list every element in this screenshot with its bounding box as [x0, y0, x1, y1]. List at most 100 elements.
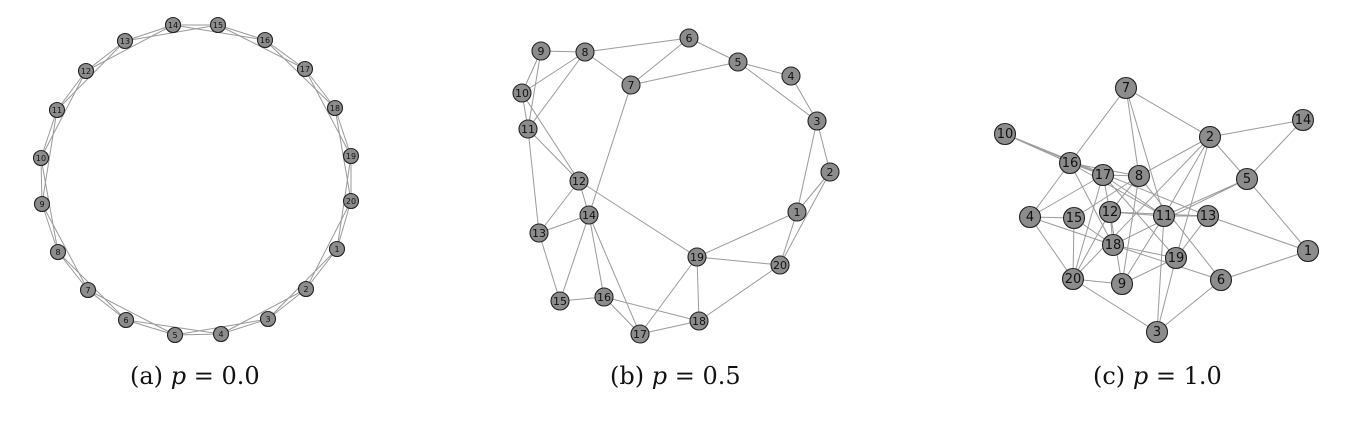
node-circle — [1110, 272, 1134, 296]
node-label: 6 — [123, 316, 128, 325]
caption-c: (c) p = 1.0 — [1093, 362, 1222, 390]
node-label: 12 — [572, 175, 586, 188]
node-label: 7 — [1122, 81, 1130, 96]
node-circle — [1291, 108, 1315, 132]
edge-a-16-17 — [264, 39, 306, 70]
node-circle — [1061, 267, 1085, 291]
edge-c-14-2 — [1209, 119, 1304, 138]
edge-c-17-4 — [1029, 174, 1104, 218]
caption-c-tag: (c) — [1093, 362, 1126, 390]
node-circle — [116, 32, 134, 50]
edge-a-4-6 — [125, 319, 222, 335]
node-b-7: 7 — [621, 75, 641, 95]
node-label: 14 — [168, 21, 178, 30]
edge-b-16-14 — [588, 214, 605, 298]
node-label: 2 — [827, 166, 834, 179]
node-label: 5 — [172, 331, 177, 340]
node-label: 13 — [532, 227, 546, 240]
node-a-6: 6 — [117, 311, 135, 329]
node-circle — [296, 60, 314, 78]
node-circle — [820, 162, 840, 182]
edge-c-20-3 — [1072, 278, 1158, 333]
edge-a-3-4 — [220, 318, 269, 335]
node-label: 17 — [1095, 168, 1112, 183]
node-circle — [575, 42, 595, 62]
node-b-11: 11 — [518, 119, 538, 139]
node-circle — [117, 311, 135, 329]
node-label: 14 — [582, 209, 596, 222]
edge-c-16-11 — [1069, 162, 1165, 217]
node-c-1: 1 — [1296, 239, 1320, 263]
node-a-7: 7 — [79, 281, 97, 299]
node-label: 20 — [773, 259, 787, 272]
caption-c-var: p — [1132, 362, 1149, 390]
node-circle — [209, 16, 227, 34]
edge-b-11-12 — [527, 128, 580, 182]
node-b-8: 8 — [575, 42, 595, 62]
node-c-16: 16 — [1058, 151, 1082, 175]
edge-c-7-8 — [1125, 87, 1140, 177]
node-c-15: 15 — [1062, 206, 1086, 230]
node-circle — [259, 310, 277, 328]
node-c-11: 11 — [1152, 204, 1176, 228]
node-circle — [1235, 167, 1259, 191]
edge-a-18-19 — [334, 107, 352, 157]
node-a-10: 10 — [32, 149, 50, 167]
node-label: 17 — [633, 328, 647, 341]
node-b-18: 18 — [689, 311, 709, 331]
edge-c-1-6 — [1220, 250, 1309, 281]
edge-c-4-20 — [1029, 216, 1074, 280]
node-label: 4 — [1026, 210, 1034, 225]
node-c-4: 4 — [1018, 205, 1042, 229]
node-circle — [1114, 76, 1138, 100]
node-label: 8 — [1135, 169, 1143, 184]
node-circle — [212, 325, 230, 343]
edge-b-19-17 — [639, 256, 698, 335]
node-c-19: 19 — [1164, 246, 1188, 270]
node-label: 18 — [1105, 238, 1122, 253]
node-circle — [297, 280, 315, 298]
node-a-3: 3 — [259, 310, 277, 328]
edge-b-6-7 — [630, 37, 690, 86]
node-b-2: 2 — [820, 162, 840, 182]
node-a-11: 11 — [48, 101, 66, 119]
node-b-10: 10 — [512, 83, 532, 103]
node-circle — [1196, 204, 1220, 228]
node-label: 2 — [1206, 130, 1214, 145]
node-b-19: 19 — [687, 247, 707, 267]
node-circle — [1164, 246, 1188, 270]
node-circle — [1145, 320, 1169, 344]
edge-c-6-3 — [1156, 279, 1222, 333]
node-circle — [594, 287, 614, 307]
node-circle — [1018, 205, 1042, 229]
node-circle — [787, 202, 807, 222]
edge-b-9-11 — [527, 50, 542, 130]
node-a-16: 16 — [256, 31, 274, 49]
node-circle — [1198, 125, 1222, 149]
edge-b-14-7 — [588, 84, 632, 216]
edge-b-1-19 — [696, 211, 798, 258]
edge-c-5-1 — [1246, 178, 1309, 252]
node-circle — [328, 240, 346, 258]
node-b-20: 20 — [770, 255, 790, 275]
edge-a-17-19 — [304, 68, 352, 157]
edge-a-11-12 — [56, 70, 87, 111]
edge-c-5-18 — [1112, 178, 1248, 246]
edge-a-10-11 — [40, 109, 58, 159]
edge-c-2-8 — [1138, 136, 1211, 177]
node-a-17: 17 — [296, 60, 314, 78]
node-a-13: 13 — [116, 32, 134, 50]
edge-a-18-20 — [334, 107, 352, 202]
node-circle — [164, 16, 182, 34]
node-label: 6 — [686, 32, 693, 45]
node-label: 1 — [1304, 244, 1312, 259]
edge-a-7-8 — [57, 251, 89, 291]
node-c-9: 9 — [1110, 272, 1134, 296]
node-a-12: 12 — [77, 62, 95, 80]
node-label: 7 — [628, 79, 635, 92]
edge-a-2-3 — [267, 288, 307, 320]
node-a-4: 4 — [212, 325, 230, 343]
node-circle — [1209, 268, 1233, 292]
edge-a-13-15 — [124, 24, 219, 42]
